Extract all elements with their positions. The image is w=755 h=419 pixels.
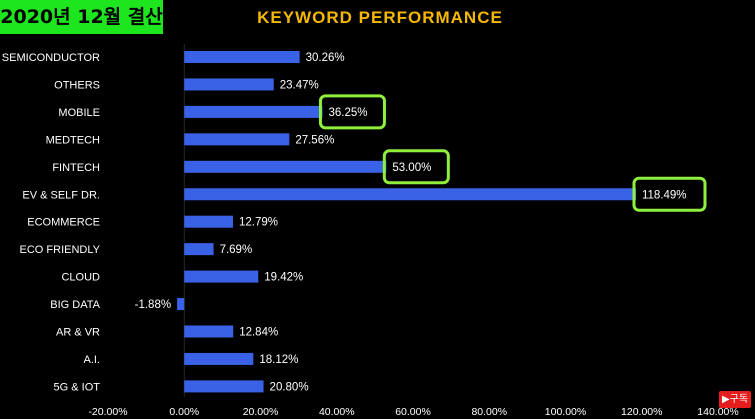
x-tick-label: 80.00%: [471, 406, 507, 418]
bar: [184, 215, 234, 228]
category-label: BIG DATA: [50, 299, 100, 311]
category-label: 5G & IOT: [54, 381, 101, 393]
x-tick-label: 120.00%: [621, 406, 662, 418]
category-label: A.I.: [83, 354, 100, 366]
data-label: 7.69%: [220, 244, 253, 256]
highlight-box: [382, 149, 450, 185]
data-label: 12.84%: [239, 327, 278, 339]
category-label: SEMICONDUCTOR: [2, 52, 100, 64]
x-tick-label: 140.00%: [697, 406, 738, 418]
category-label: ECO FRIENDLY: [20, 244, 101, 256]
category-label: FINTECH: [52, 162, 100, 174]
bar: [184, 243, 214, 256]
bar: [184, 78, 274, 91]
highlight-box: [318, 94, 386, 130]
x-tick-label: 60.00%: [395, 406, 431, 418]
category-label: AR & VR: [56, 327, 100, 339]
category-label: CLOUD: [61, 272, 100, 284]
x-tick-label: 40.00%: [319, 406, 355, 418]
x-tick-label: 0.00%: [169, 406, 199, 418]
bar: [177, 298, 185, 311]
bar: [184, 51, 300, 63]
category-label: MEDTECH: [46, 134, 100, 146]
category-label: MOBILE: [58, 107, 100, 119]
category-label: OTHERS: [54, 79, 100, 91]
bar: [184, 380, 264, 393]
x-tick-label: 100.00%: [545, 406, 586, 418]
data-label: 36.25%: [328, 107, 367, 119]
chart-title: KEYWORD PERFORMANCE: [257, 8, 503, 27]
x-tick-label: -20.00%: [88, 406, 127, 418]
bar: [184, 352, 254, 365]
data-label: 53.00%: [392, 162, 431, 174]
data-label: 12.79%: [239, 217, 278, 229]
data-label: -1.88%: [135, 299, 171, 311]
data-label: 20.80%: [270, 381, 309, 393]
data-label: 18.12%: [259, 354, 298, 366]
highlight-box: [632, 176, 707, 212]
category-label: EV & SELF DR.: [22, 189, 100, 201]
bar: [184, 133, 290, 146]
bar: [184, 325, 234, 338]
subscribe-button[interactable]: ▶구독: [719, 391, 751, 408]
bar: [184, 160, 387, 173]
x-tick-label: 20.00%: [243, 406, 279, 418]
data-label: 23.47%: [280, 79, 319, 91]
data-label: 30.26%: [306, 52, 345, 64]
period-badge: 2020년 12월 결산: [0, 0, 163, 34]
bar: [184, 105, 323, 118]
data-label: 27.56%: [295, 134, 334, 146]
data-label: 118.49%: [642, 189, 687, 201]
data-label: 19.42%: [264, 272, 303, 284]
category-label: ECOMMERCE: [27, 217, 100, 229]
bar: [184, 270, 259, 283]
bar: [184, 188, 636, 201]
